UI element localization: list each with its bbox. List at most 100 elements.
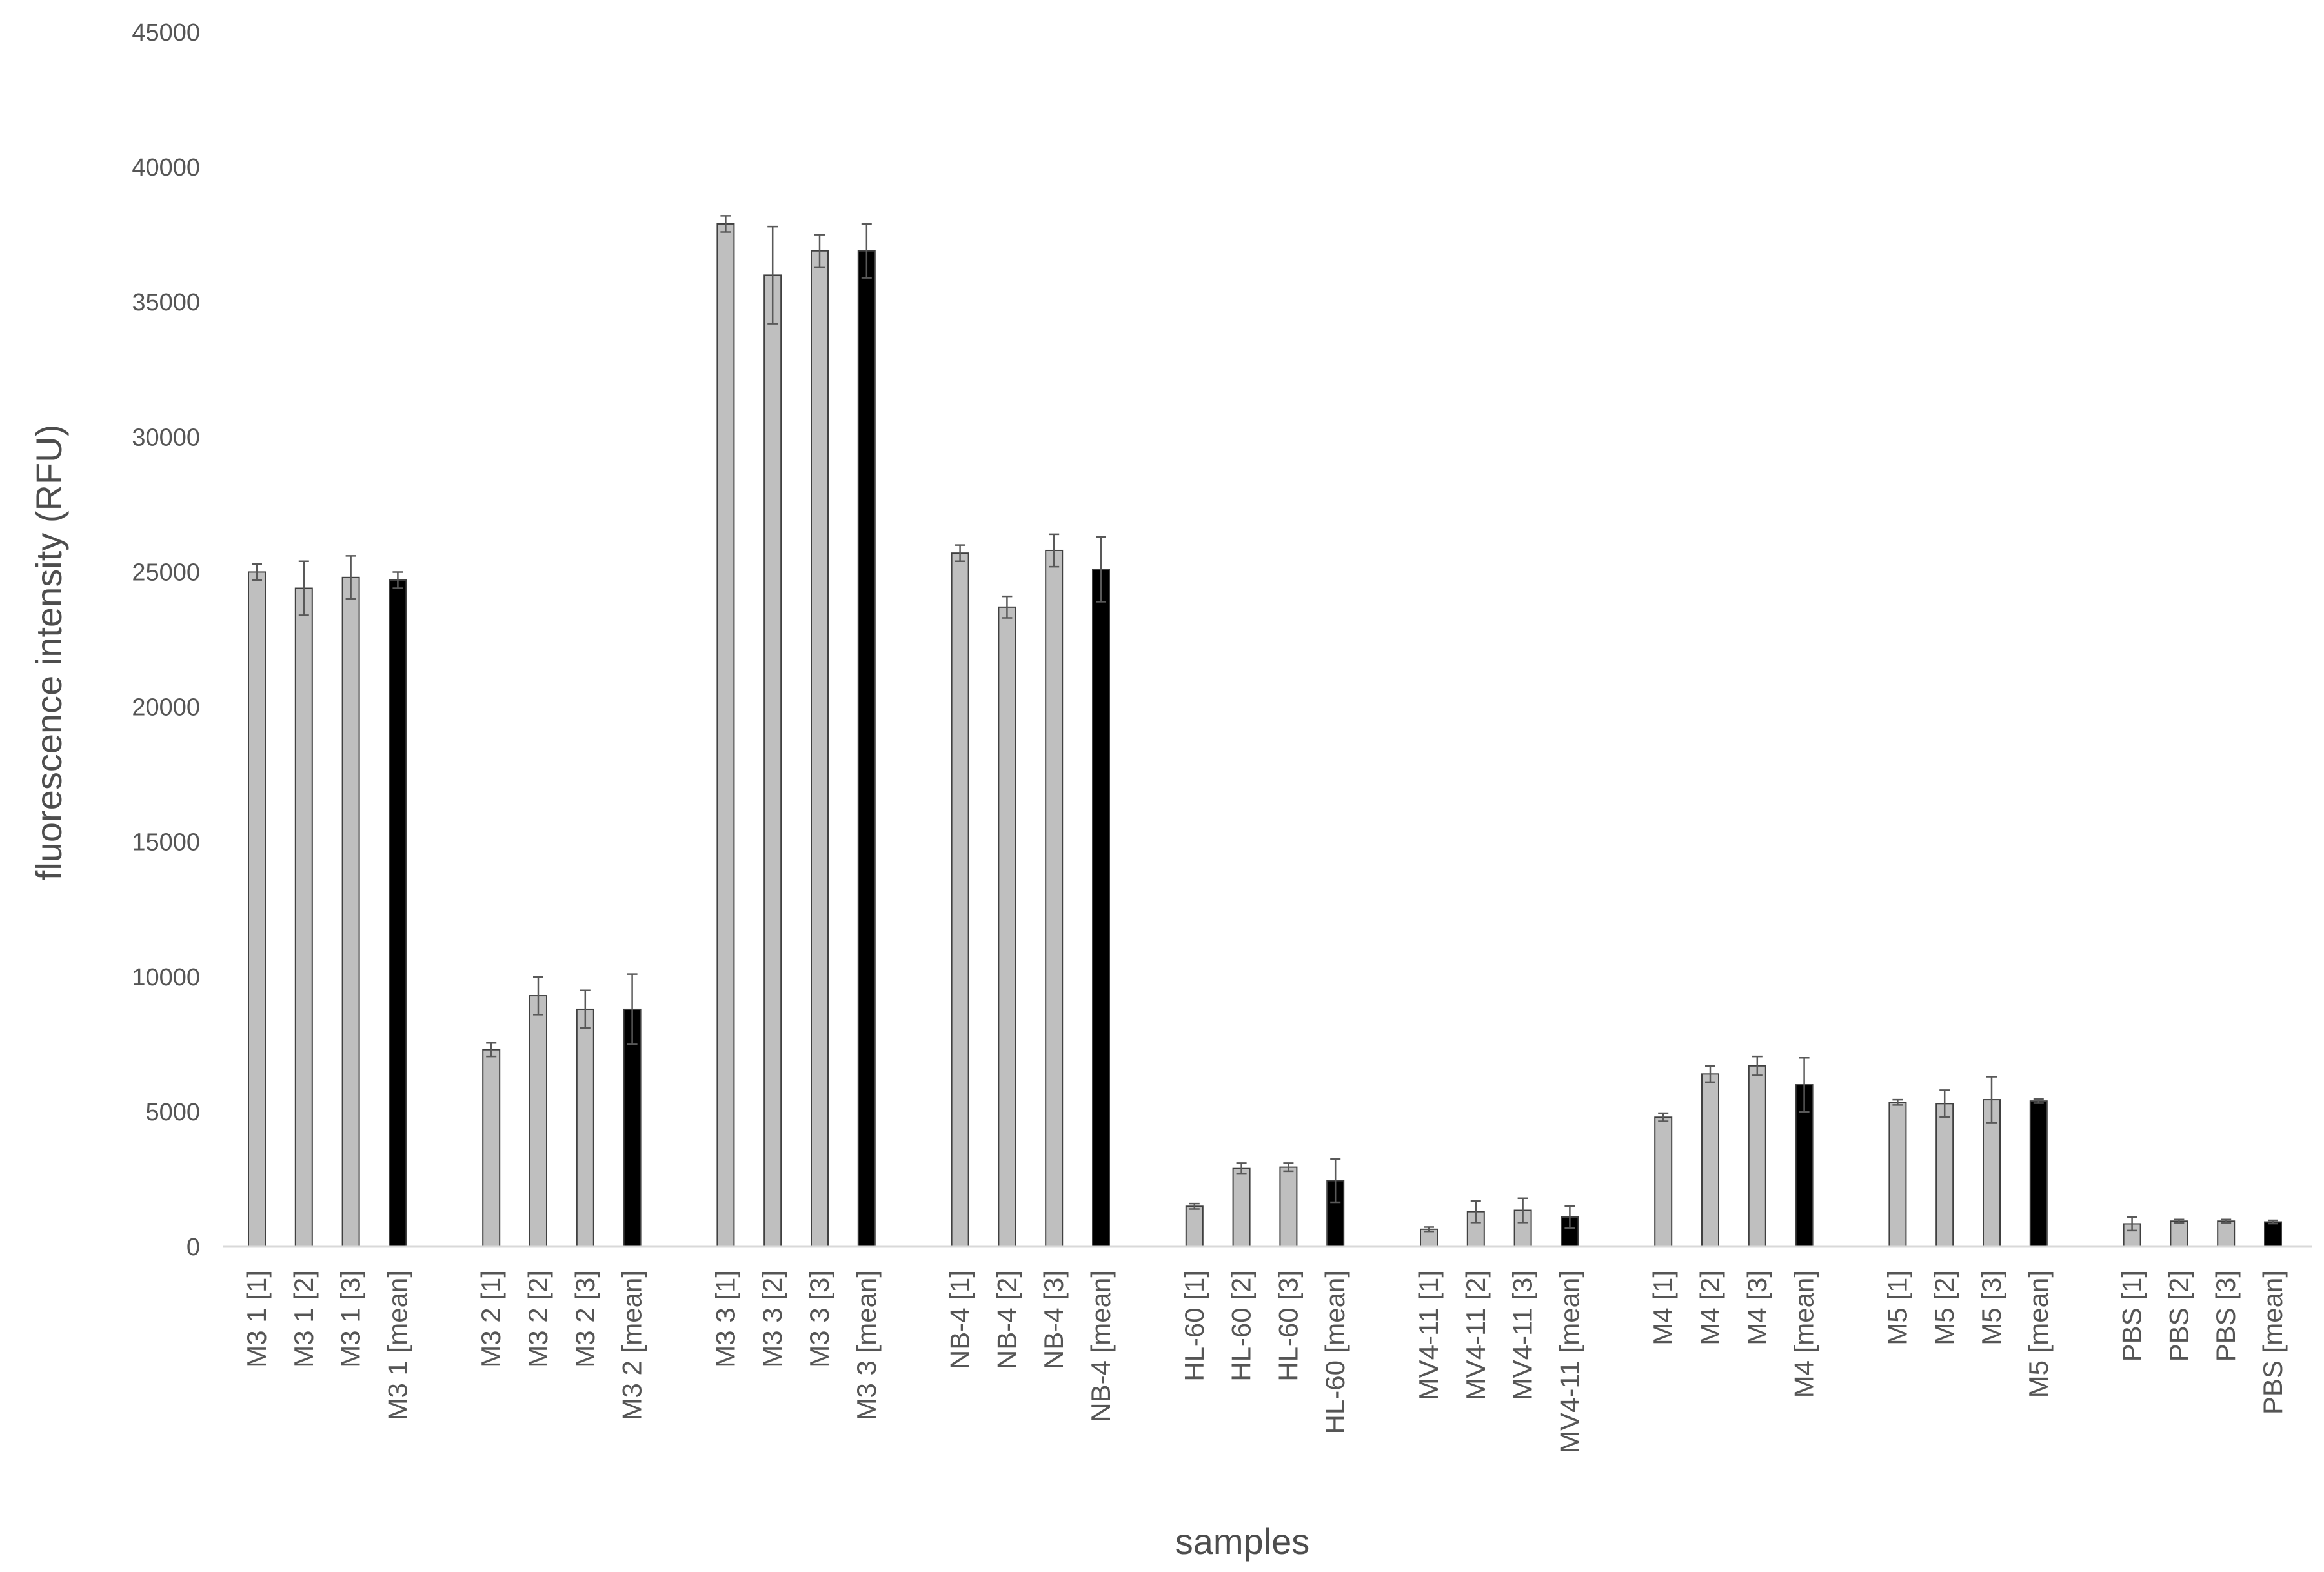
error-bar bbox=[627, 973, 638, 1045]
replicate-bar bbox=[1654, 1116, 1673, 1247]
y-tick-label: 30000 bbox=[132, 424, 200, 451]
error-bar bbox=[1939, 1089, 1950, 1118]
x-tick-label: M3 2 [2] bbox=[523, 1270, 553, 1368]
error-bar bbox=[298, 560, 309, 616]
error-bar bbox=[814, 234, 825, 268]
y-tick-label: 25000 bbox=[132, 559, 200, 586]
x-tick-label: M3 2 [mean] bbox=[617, 1270, 647, 1420]
x-axis-title: samples bbox=[1175, 1521, 1310, 1562]
replicate-bar bbox=[1232, 1167, 1251, 1248]
replicate-bar bbox=[1935, 1103, 1954, 1247]
error-bar bbox=[1096, 536, 1106, 603]
error-bar bbox=[1564, 1205, 1575, 1229]
x-tick-label: NB-4 [2] bbox=[991, 1270, 1022, 1369]
replicate-bar bbox=[341, 576, 360, 1248]
x-tick-label: M3 3 [mean] bbox=[851, 1270, 882, 1420]
error-bar bbox=[533, 976, 543, 1016]
error-bar bbox=[1236, 1162, 1247, 1175]
x-tick-label: MV4-11 [mean] bbox=[1554, 1270, 1584, 1453]
replicate-bar bbox=[811, 250, 829, 1247]
replicate-bar bbox=[1045, 549, 1064, 1247]
error-bar bbox=[1330, 1158, 1341, 1204]
error-bar bbox=[1986, 1076, 1997, 1124]
replicate-bar bbox=[716, 223, 735, 1248]
error-bar bbox=[1752, 1055, 1763, 1076]
replicate-bar bbox=[1701, 1073, 1719, 1247]
y-tick-label: 5000 bbox=[145, 1099, 200, 1126]
x-tick-label: PBS [3] bbox=[2210, 1270, 2241, 1362]
replicate-bar bbox=[576, 1008, 594, 1248]
mean-bar bbox=[2029, 1100, 2048, 1248]
replicate-bar bbox=[529, 995, 547, 1247]
y-tick-label: 0 bbox=[187, 1234, 200, 1261]
x-tick-label: M3 1 [mean] bbox=[382, 1270, 412, 1420]
error-bar bbox=[580, 989, 591, 1029]
x-tick-label: M5 [1] bbox=[1882, 1270, 1912, 1345]
x-tick-label: M3 1 [3] bbox=[336, 1270, 366, 1368]
error-bar bbox=[1799, 1056, 1810, 1113]
mean-bar bbox=[389, 579, 407, 1247]
x-tick-label: NB-4 [1] bbox=[945, 1270, 975, 1369]
x-tick-label: NB-4 [3] bbox=[1038, 1270, 1069, 1369]
replicate-bar bbox=[763, 274, 782, 1247]
x-tick-label: PBS [mean] bbox=[2258, 1270, 2288, 1415]
y-tick-label: 10000 bbox=[132, 964, 200, 991]
x-tick-label: HL-60 [2] bbox=[1226, 1270, 1257, 1382]
x-tick-label: M5 [mean] bbox=[2023, 1270, 2054, 1398]
y-tick-label: 20000 bbox=[132, 694, 200, 721]
replicate-bar bbox=[1983, 1099, 2001, 1247]
y-tick-label: 35000 bbox=[132, 289, 200, 316]
x-tick-label: PBS [1] bbox=[2117, 1270, 2147, 1362]
x-tick-label: PBS [2] bbox=[2163, 1270, 2194, 1362]
error-bar bbox=[1424, 1226, 1434, 1233]
y-axis: 0 5000 10000 15000 20000 25000 30000 35000 40000… bbox=[132, 19, 200, 1261]
error-bar bbox=[955, 544, 965, 562]
x-tick-label: M5 [3] bbox=[1976, 1270, 2006, 1345]
x-tick-label: M4 [3] bbox=[1742, 1270, 1772, 1345]
error-bar bbox=[1705, 1065, 1715, 1083]
error-bar bbox=[2268, 1219, 2278, 1225]
error-bar bbox=[1517, 1197, 1528, 1224]
x-tick-label: M3 1 [2] bbox=[288, 1270, 319, 1368]
replicate-bar bbox=[482, 1049, 501, 1247]
mean-bar bbox=[1092, 569, 1110, 1247]
x-tick-label: M4 [2] bbox=[1695, 1270, 1725, 1345]
replicate-bar bbox=[998, 606, 1016, 1247]
y-tick-label: 40000 bbox=[132, 154, 200, 181]
x-tick-label: M5 [2] bbox=[1929, 1270, 1959, 1345]
x-tick-label: M3 3 [1] bbox=[710, 1270, 740, 1368]
y-tick-label: 45000 bbox=[132, 19, 200, 46]
replicate-bar bbox=[1279, 1166, 1298, 1247]
replicate-bar bbox=[248, 571, 266, 1247]
error-bar bbox=[486, 1042, 497, 1058]
error-bar bbox=[1189, 1202, 1200, 1210]
replicate-bar bbox=[951, 552, 969, 1247]
x-tick-label: HL-60 [mean] bbox=[1320, 1270, 1350, 1434]
x-tick-label: MV4-11 [3] bbox=[1508, 1270, 1538, 1400]
error-bar bbox=[2127, 1216, 2137, 1232]
error-bar bbox=[392, 571, 403, 589]
error-bar bbox=[861, 223, 872, 279]
x-tick-label: M4 [1] bbox=[1648, 1270, 1678, 1345]
y-tick-label: 15000 bbox=[132, 829, 200, 856]
x-tick-label: NB-4 [mean] bbox=[1086, 1270, 1116, 1422]
x-tick-label: M3 1 [1] bbox=[241, 1270, 272, 1368]
replicate-bar bbox=[2217, 1220, 2236, 1248]
error-bar bbox=[1470, 1200, 1481, 1224]
error-bar bbox=[345, 555, 356, 600]
x-tick-label: HL-60 [1] bbox=[1179, 1270, 1209, 1382]
error-bar bbox=[1002, 595, 1013, 619]
x-tick-label: MV4-11 [1] bbox=[1413, 1270, 1444, 1400]
error-bar bbox=[1658, 1112, 1669, 1122]
error-bar bbox=[252, 563, 262, 581]
error-bar bbox=[720, 215, 731, 233]
mean-bar bbox=[857, 250, 876, 1247]
y-axis-title: fluorescence intensity (RFU) bbox=[28, 425, 69, 880]
replicate-bar bbox=[2170, 1220, 2188, 1248]
x-tick-label: M3 2 [3] bbox=[570, 1270, 600, 1368]
replicate-bar bbox=[1888, 1102, 1907, 1247]
x-tick-label: M4 [mean] bbox=[1789, 1270, 1819, 1398]
replicate-bar bbox=[1748, 1065, 1766, 1248]
